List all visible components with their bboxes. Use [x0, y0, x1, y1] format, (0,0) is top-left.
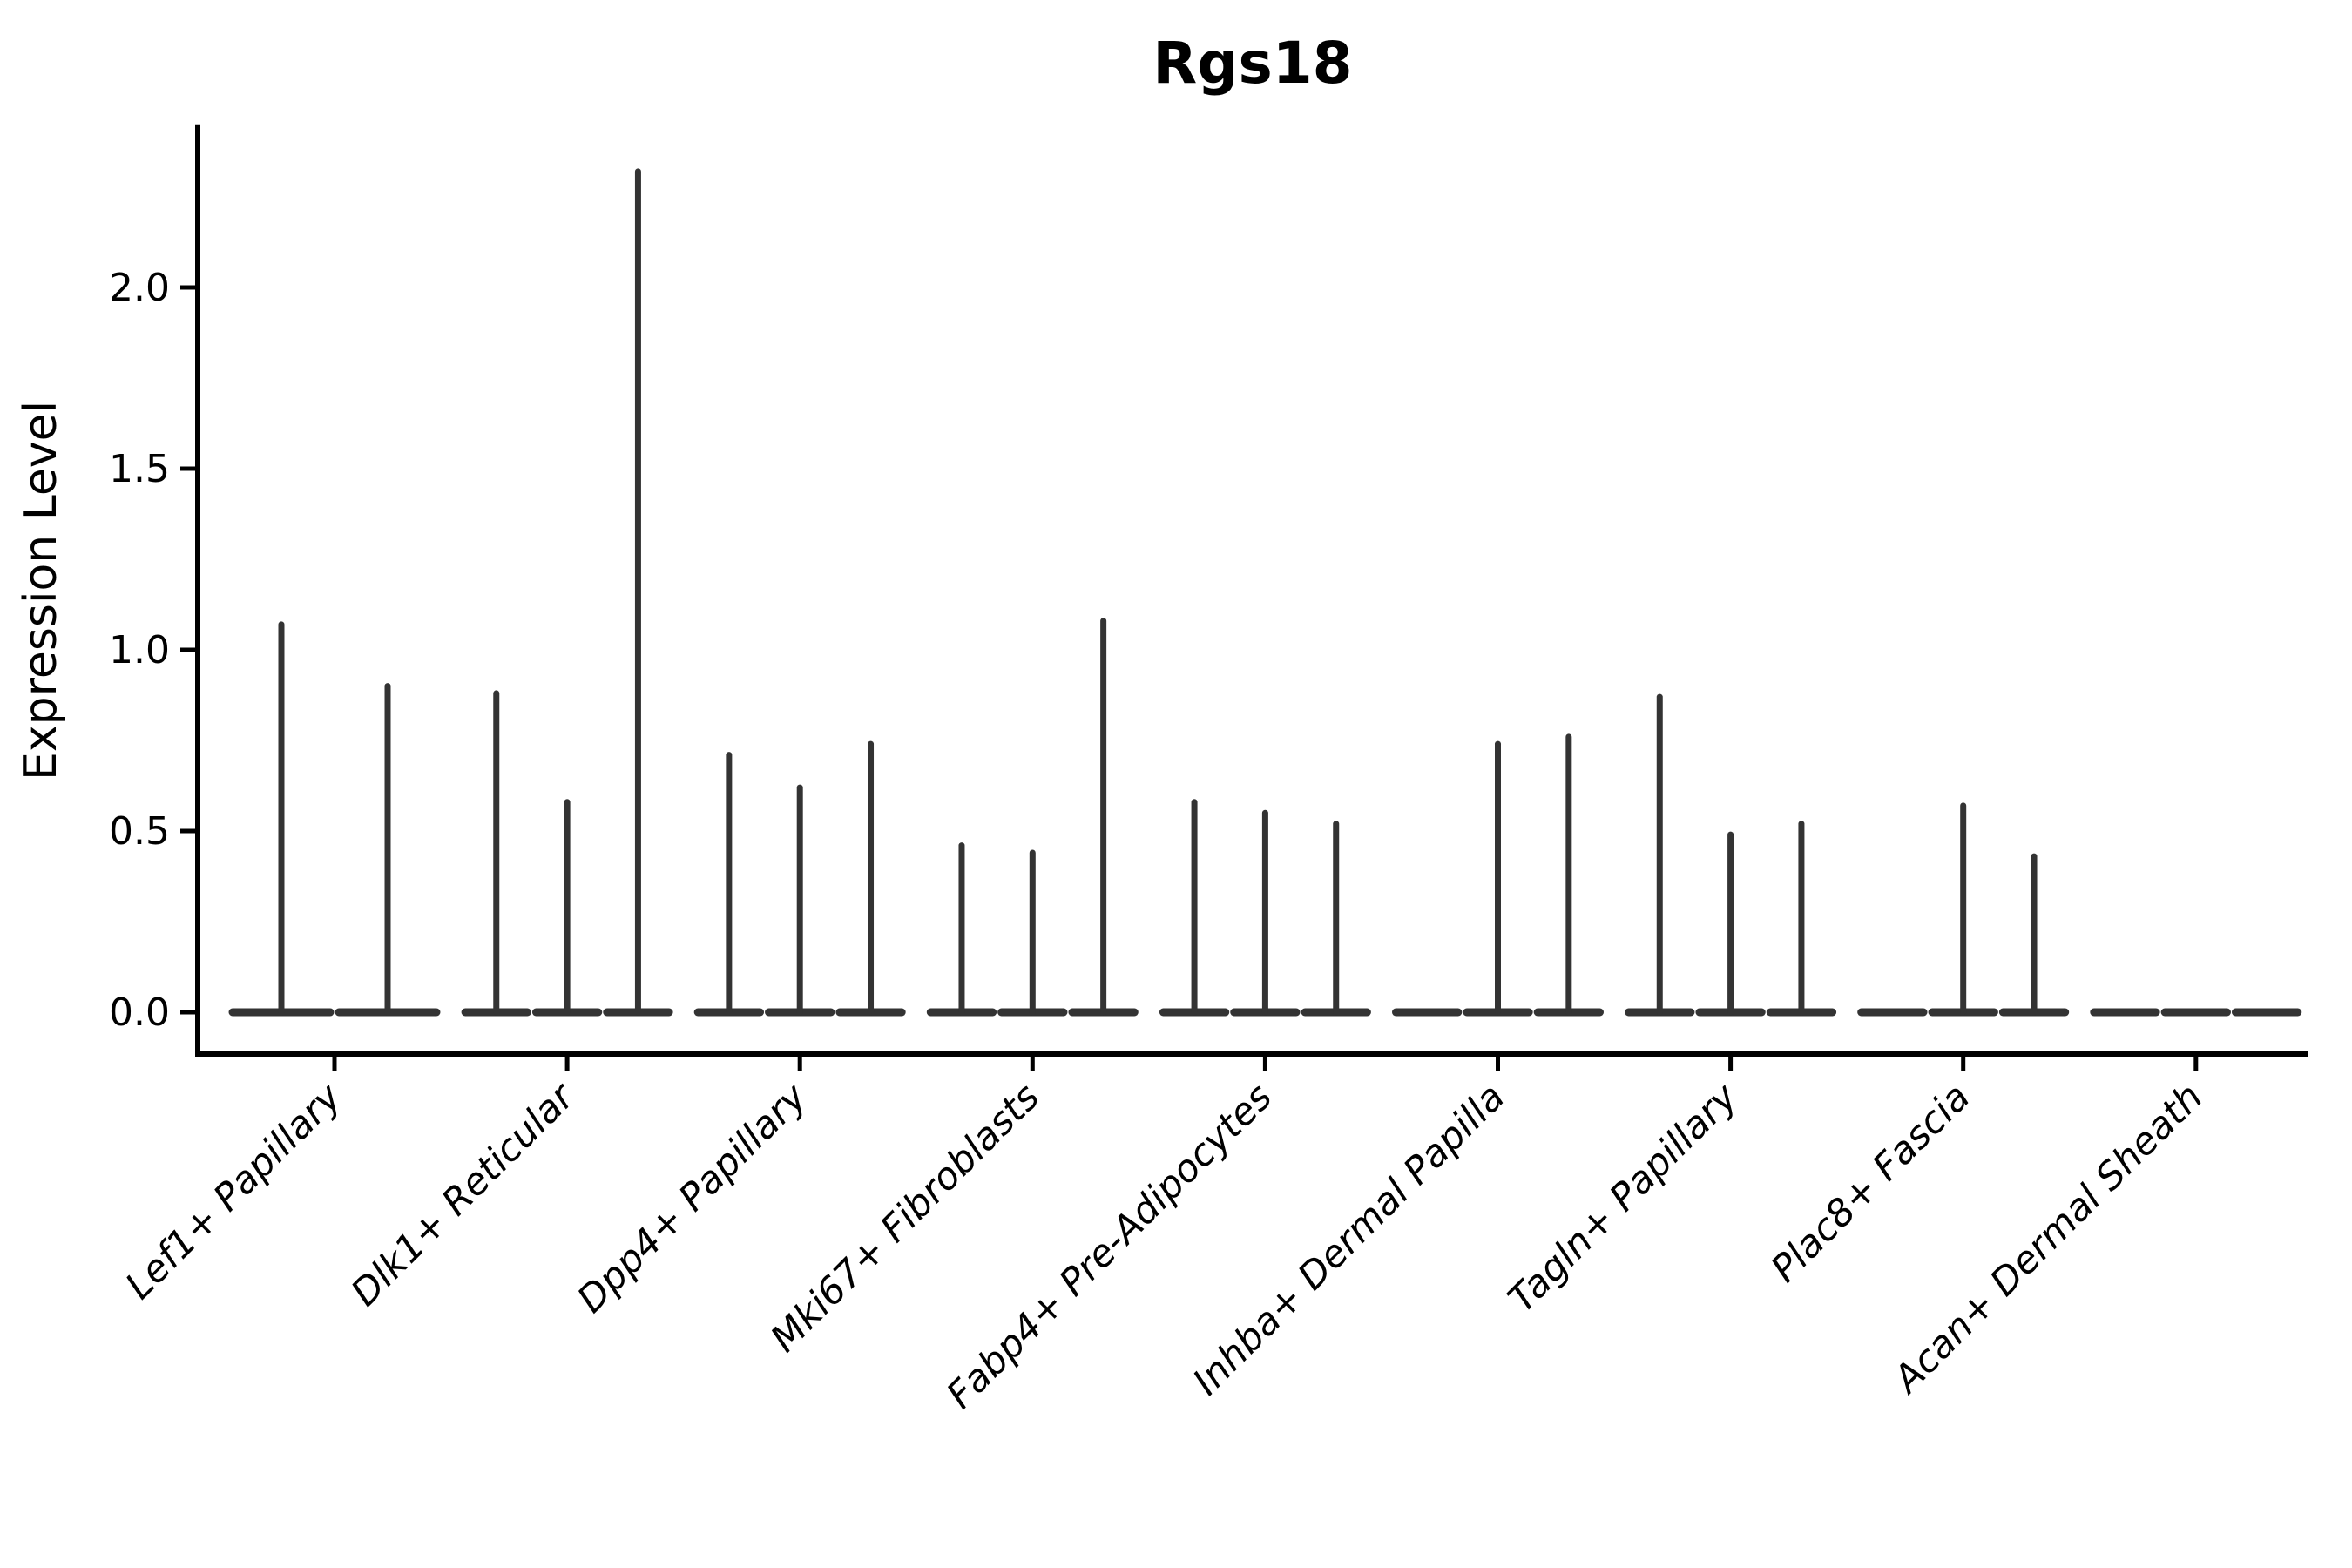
x-tick-label: Dlk1+ Reticular — [343, 1074, 585, 1315]
violin-group — [693, 740, 906, 1017]
y-tick-label: 2.0 — [109, 266, 170, 310]
y-tick-label: 1.0 — [109, 628, 170, 672]
violin-series — [228, 168, 2302, 1017]
y-tick-label: 0.5 — [109, 809, 170, 854]
y-tick-label: 1.5 — [109, 447, 170, 491]
x-tick-label: Mki67+ Fibroblasts — [762, 1075, 1048, 1361]
x-tick-label: Dpp4+ Papillary — [569, 1075, 815, 1321]
violin-group — [1857, 802, 2070, 1017]
x-tick-label: Lef1+ Papillary — [118, 1075, 350, 1308]
y-tick-label: 0.0 — [109, 990, 170, 1035]
violin-group — [461, 168, 673, 1017]
violin-group — [926, 618, 1139, 1017]
violin-group — [228, 621, 441, 1017]
axes: 0.0 0.5 1.0 1.5 2.0 — [109, 124, 2308, 1071]
violin-group — [1625, 693, 1837, 1017]
violin-group — [1392, 733, 1604, 1017]
x-tick-label: Plac8+ Fascia — [1763, 1075, 1979, 1291]
y-axis-label: Expression Level — [15, 401, 67, 781]
violin-group — [1159, 799, 1371, 1017]
chart-title: Rgs18 — [1152, 30, 1352, 97]
x-tick-label: Tagln+ Papillary — [1500, 1075, 1747, 1321]
